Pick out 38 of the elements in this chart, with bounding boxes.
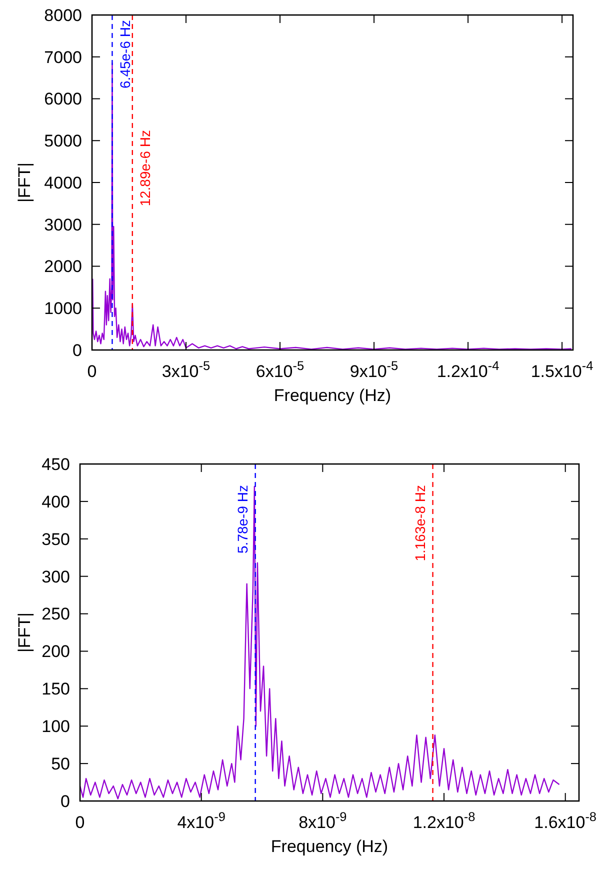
x-tick-label: 1.2x10$^{-4}$ (436, 358, 500, 381)
x-tick-label: 1.6x10$^{-8}$ (534, 808, 597, 832)
y-tick-label: 6000 (44, 90, 82, 109)
y-axis-title: |FFT| (14, 162, 34, 202)
x-axis-title: Frequency (Hz) (274, 386, 392, 405)
ref-line-label: 12.89e-6 Hz (137, 130, 154, 206)
y-tick-label: 1000 (44, 299, 82, 318)
y-tick-label: 350 (42, 530, 70, 549)
x-tick-label: 8x10$^{-9}$ (298, 808, 347, 832)
y-tick-label: 0 (72, 340, 82, 360)
y-tick-label: 100 (42, 717, 70, 736)
x-tick-label: 4x10$^{-9}$ (177, 808, 226, 832)
x-axis-title: Frequency (Hz) (270, 836, 388, 856)
y-tick-label: 300 (42, 567, 70, 586)
x-tick-label: 3x10$^{-5}$ (162, 358, 210, 381)
x-tick-label: 9x10$^{-5}$ (350, 358, 398, 381)
y-tick-label: 8000 (44, 6, 82, 25)
y-tick-label: 4000 (44, 173, 82, 192)
y-axis-title: |FFT| (14, 612, 34, 652)
x-tick-label: 0 (87, 362, 97, 381)
y-tick-label: 5000 (44, 132, 82, 151)
y-tick-label: 3000 (44, 215, 82, 234)
y-tick-label: 250 (42, 604, 70, 624)
y-tick-label: 400 (42, 492, 70, 512)
y-tick-label: 200 (42, 642, 70, 662)
y-tick-label: 0 (60, 792, 70, 811)
ref-line-label: 5.78e-9 Hz (234, 485, 250, 554)
x-tick-label: 1.5x10$^{-4}$ (530, 358, 594, 381)
y-tick-label: 150 (42, 680, 70, 699)
y-tick-label: 50 (51, 754, 70, 774)
x-tick-label: 1.2x10$^{-8}$ (412, 808, 476, 832)
x-tick-label: 6x10$^{-5}$ (256, 358, 304, 381)
y-tick-label: 450 (42, 454, 70, 474)
y-tick-label: 2000 (44, 257, 82, 276)
y-tick-label: 7000 (44, 48, 82, 67)
line-series (79, 486, 560, 800)
ref-line-label: 6.45e-6 Hz (117, 20, 134, 88)
ref-line-label: 1.163e-8 Hz (412, 485, 428, 562)
